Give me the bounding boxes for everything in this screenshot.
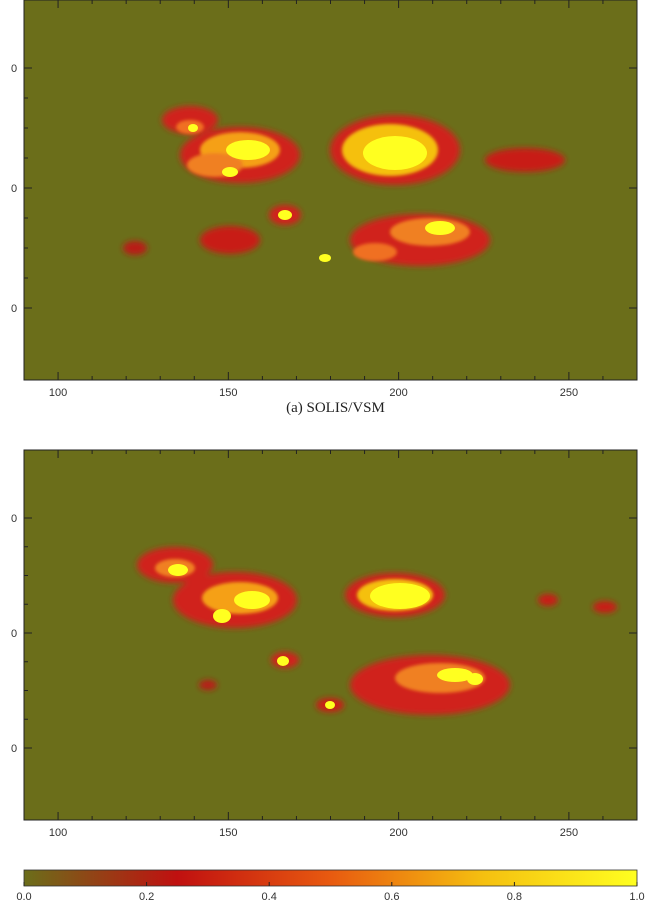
colorbar-tick-label: 0.0 (16, 891, 31, 903)
panel-a: 100 150 200 250 0 0 0 (a) SOLIS/VSM (0, 0, 671, 430)
y-axis-a: 0 0 0 (11, 63, 637, 315)
x-tick-label: 150 (219, 387, 237, 399)
colorbar-tick-label: 0.2 (139, 891, 154, 903)
x-tick-label: 200 (389, 387, 407, 399)
panel-b: 100 150 200 250 0 0 0 (0, 449, 671, 850)
panel-a-caption: (a) SOLIS/VSM (286, 400, 385, 416)
colorbar-tick-label: 0.4 (262, 891, 277, 903)
colorbar-tick-label: 0.6 (384, 891, 399, 903)
map-plot-b: 100 150 200 250 0 0 0 (11, 449, 638, 839)
colorbar-tick-label: 1.0 (629, 891, 644, 903)
y-axis-b: 0 0 0 (11, 513, 637, 755)
x-tick-label: 100 (49, 387, 67, 399)
colorbar-tick-label: 0.8 (507, 891, 522, 903)
y-tick-label: 0 (11, 303, 17, 315)
y-tick-label: 0 (11, 63, 17, 75)
y-tick-label: 0 (11, 513, 17, 525)
y-tick-label: 0 (11, 743, 17, 755)
plot-area-a (23, 0, 638, 381)
map-plot-a: 100 150 200 250 0 0 0 (11, 0, 638, 399)
plot-area-b (23, 449, 638, 821)
active-region-blobs-b (137, 547, 617, 715)
y-tick-label: 0 (11, 628, 17, 640)
x-tick-label: 250 (560, 827, 578, 839)
x-tick-label: 150 (219, 827, 237, 839)
x-axis-b: 100 150 200 250 (23, 450, 638, 839)
colorbar-bar (23, 869, 638, 887)
colorbar-ticks: 0.0 0.2 0.4 0.6 0.8 1.0 (16, 882, 645, 903)
x-tick-label: 200 (389, 827, 407, 839)
colorbar-svg: 0.0 0.2 0.4 0.6 0.8 1.0 (16, 869, 645, 903)
x-axis-a: 100 150 200 250 (23, 0, 638, 399)
colorbar: 0.0 0.2 0.4 0.6 0.8 1.0 (0, 860, 671, 910)
x-tick-label: 250 (560, 387, 578, 399)
x-tick-label: 100 (49, 827, 67, 839)
active-region-blobs-a (123, 106, 565, 266)
y-tick-label: 0 (11, 183, 17, 195)
